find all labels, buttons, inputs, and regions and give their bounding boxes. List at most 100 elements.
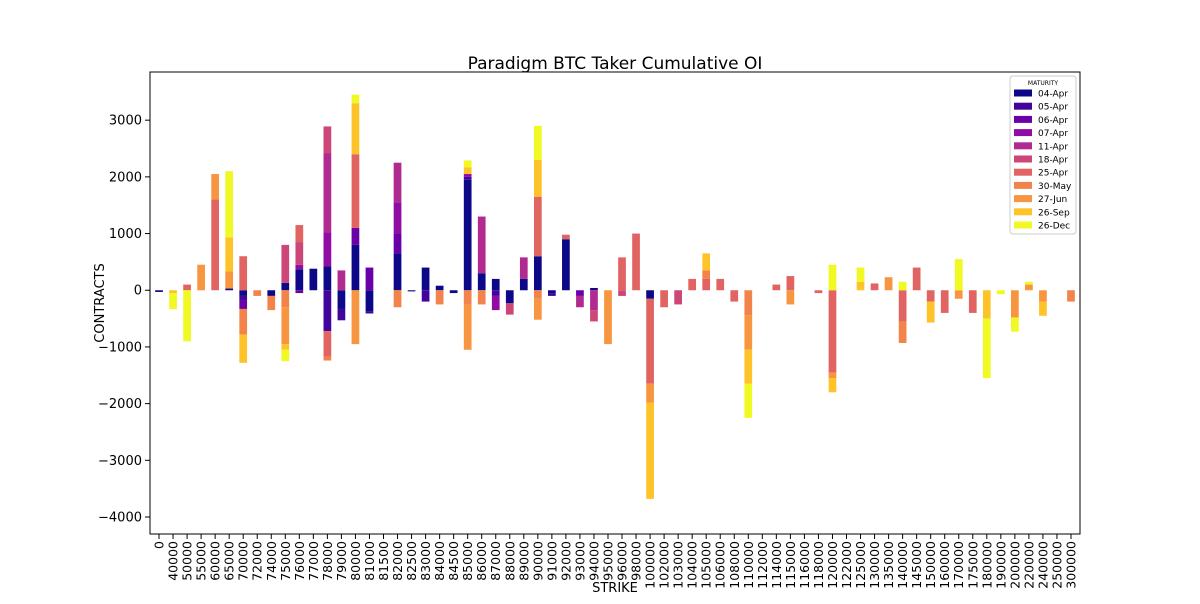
bar-segment-92000-04-Apr xyxy=(562,239,570,291)
bar-segment-90000-26-Dec xyxy=(533,125,542,160)
x-tick-label: 96000 xyxy=(615,541,630,581)
x-tick-label: 81000 xyxy=(362,541,377,581)
x-tick-label: 106000 xyxy=(713,541,728,589)
x-tick-label: 60000 xyxy=(208,541,223,581)
legend-swatch xyxy=(1014,129,1032,137)
bar-segment-0-04-Apr xyxy=(155,290,163,292)
x-tick-label: 220000 xyxy=(1021,541,1036,589)
bar-segment-96000-25-Apr xyxy=(618,257,626,291)
bar-segment-88000-18-Apr xyxy=(505,303,514,315)
x-tick-label: 110000 xyxy=(741,541,756,589)
x-tick-label: 50000 xyxy=(180,541,195,581)
bar-segment-75000-27-Jun xyxy=(281,307,290,345)
legend-label: 27-Jun xyxy=(1038,195,1067,205)
bar-segment-170000-27-Jun xyxy=(954,290,963,299)
bar-segment-86000-30-May xyxy=(477,290,486,305)
legend-label: 30-May xyxy=(1038,182,1072,192)
bar-segment-94000-18-Apr xyxy=(590,310,598,322)
bar-segment-89000-11-Apr xyxy=(519,257,528,279)
bar-segment-78000-18-Apr xyxy=(323,126,332,154)
x-tick-label: 118000 xyxy=(811,541,826,589)
bar-segment-114000-25-Apr xyxy=(772,284,781,291)
x-tick-label: 135000 xyxy=(881,541,896,589)
bar-segment-65000-04-Apr xyxy=(225,288,234,291)
bar-segment-50000-25-Apr xyxy=(183,284,191,291)
bar-segment-72000-30-May xyxy=(253,290,262,296)
legend-swatch xyxy=(1014,102,1032,110)
bar-segment-170000-26-Dec xyxy=(954,259,963,291)
bar-segment-110000-27-Jun xyxy=(744,315,753,350)
bar-segment-70000-05-Apr xyxy=(239,295,248,301)
bar-segment-86000-11-Apr xyxy=(477,216,486,274)
legend-label: 26-Dec xyxy=(1038,222,1070,232)
bar-segment-70000-30-May xyxy=(239,308,248,335)
bar-segment-200000-27-Jun xyxy=(1011,290,1019,318)
bar-segment-80000-06-Apr xyxy=(351,227,360,245)
x-tick-label: 98000 xyxy=(629,541,644,581)
x-tick-label: 76000 xyxy=(292,541,307,581)
x-tick-label: 112000 xyxy=(755,541,770,589)
bar-segment-80000-04-Apr xyxy=(351,244,360,291)
x-tick-label: 94000 xyxy=(586,541,601,581)
legend-label: 11-Apr xyxy=(1038,142,1068,152)
bar-segment-87000-04-Apr xyxy=(491,278,500,291)
bar-segment-220000-26-Dec xyxy=(1025,281,1033,285)
y-tick-label: −4000 xyxy=(98,510,142,525)
y-tick-label: 3000 xyxy=(109,114,142,129)
x-tick-label: 88000 xyxy=(502,541,517,581)
x-tick-label: 91000 xyxy=(544,541,559,581)
bar-segment-78000-05-Apr xyxy=(323,290,332,332)
x-tick-label: 103000 xyxy=(671,541,686,589)
bar-segment-94000-04-Apr xyxy=(590,287,598,291)
legend-items: 04-Apr 05-Apr 06-Apr 07-Apr 11-Apr 18-Apr 25-A… xyxy=(1014,89,1072,232)
x-tick-label: 72000 xyxy=(250,541,265,581)
bar-segment-125000-26-Dec xyxy=(856,267,865,282)
x-tick-label: 75000 xyxy=(278,541,293,581)
x-tick-label: 82000 xyxy=(390,541,405,581)
bar-segment-83000-04-Apr xyxy=(421,267,430,291)
x-tick-label: 175000 xyxy=(965,541,980,589)
legend-label: 05-Apr xyxy=(1038,103,1068,113)
x-tick-label: 78000 xyxy=(320,541,335,581)
x-tick-label: 190000 xyxy=(993,541,1008,589)
bar-segment-120000-27-Jun xyxy=(828,372,837,379)
bar-segment-84500-04-Apr xyxy=(449,290,458,294)
x-tick-label: 104000 xyxy=(685,541,700,589)
legend: MATURITY 04-Apr 05-Apr 06-Apr 07-Apr 11-Apr 1… xyxy=(1009,75,1077,235)
bar-segment-240000-26-Sep xyxy=(1039,301,1047,316)
bar-segment-75000-30-May xyxy=(281,290,290,308)
bar-segment-86000-04-Apr xyxy=(477,273,486,291)
bar-segment-175000-25-Apr xyxy=(968,290,977,313)
chart-title: Paradigm BTC Taker Cumulative OI xyxy=(468,54,763,74)
bar-segment-120000-26-Sep xyxy=(828,378,837,393)
x-tick-label: 300000 xyxy=(1063,541,1078,589)
x-tick-label: 80000 xyxy=(348,541,363,581)
bar-segment-79000-04-Apr xyxy=(337,290,346,309)
bar-segment-100000-27-Jun xyxy=(646,383,654,403)
bar-segment-115000-25-Apr xyxy=(786,276,795,291)
x-tick-label: 200000 xyxy=(1007,541,1022,589)
bar-segment-77000-04-Apr xyxy=(309,268,318,291)
bar-segment-94000-11-Apr xyxy=(590,290,598,311)
bar-segment-88000-04-Apr xyxy=(505,290,514,304)
legend-swatch xyxy=(1014,142,1032,150)
bar-segment-100000-04-Apr xyxy=(646,290,654,299)
bar-segment-60000-27-Jun xyxy=(211,174,219,200)
bar-segment-100000-25-Apr xyxy=(646,298,654,384)
bar-segment-125000-26-Sep xyxy=(856,281,865,291)
bar-segment-240000-27-Jun xyxy=(1039,290,1047,302)
bar-segment-70000-25-Apr xyxy=(239,256,248,291)
bar-segment-105000-30-May xyxy=(702,270,711,279)
bar-segment-85000-07-Apr xyxy=(463,174,472,177)
x-tick-label: 86000 xyxy=(474,541,489,581)
y-tick-label: 2000 xyxy=(109,170,142,185)
x-tick-label: 77000 xyxy=(306,541,321,581)
bar-segment-103000-18-Apr xyxy=(674,290,682,305)
bar-segment-75000-26-Dec xyxy=(281,349,290,362)
x-tick-label: 79000 xyxy=(334,541,349,581)
bar-segment-79000-11-Apr xyxy=(337,270,346,291)
bar-segment-65000-26-Sep xyxy=(225,237,234,272)
bar-segment-80000-25-Apr xyxy=(351,154,360,228)
bar-segment-87000-07-Apr xyxy=(491,295,500,311)
bar-segment-70000-06-Apr xyxy=(239,300,248,309)
